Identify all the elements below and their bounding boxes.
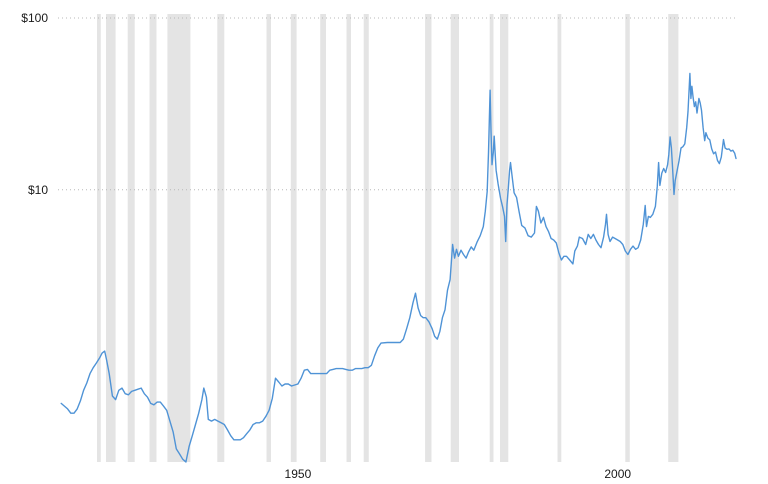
recession-band xyxy=(346,14,351,462)
recession-band xyxy=(625,14,630,462)
recession-band xyxy=(149,14,157,462)
recession-band xyxy=(266,14,271,462)
recession-band xyxy=(167,14,191,462)
recession-band xyxy=(320,14,326,462)
y-tick-label: $10 xyxy=(28,183,48,197)
recession-band xyxy=(363,14,369,462)
recession-band xyxy=(500,14,509,462)
price-line xyxy=(60,72,737,463)
recession-band xyxy=(106,14,116,462)
recession-band xyxy=(425,14,432,462)
recession-band xyxy=(557,14,562,462)
y-tick-label: $100 xyxy=(21,11,48,25)
recession-band xyxy=(97,14,101,462)
recession-band xyxy=(290,14,297,462)
recession-band xyxy=(127,14,135,462)
recession-band xyxy=(668,14,679,462)
recession-band xyxy=(489,14,494,462)
x-tick-label: 1950 xyxy=(285,467,312,481)
recession-band xyxy=(217,14,225,462)
recession-band xyxy=(450,14,459,462)
x-tick-label: 2000 xyxy=(604,467,631,481)
